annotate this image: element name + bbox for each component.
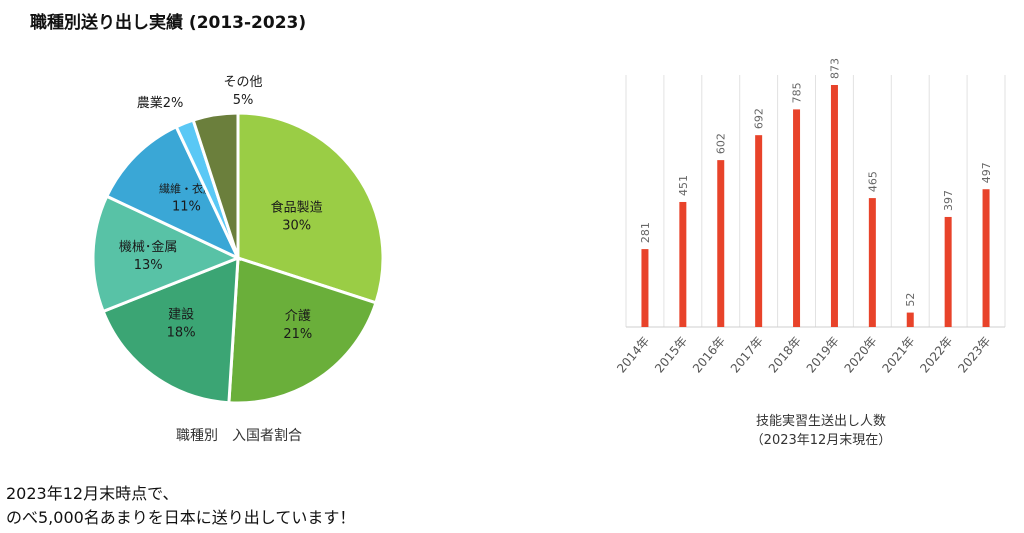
pie-slice xyxy=(91,194,242,314)
pie-caption: 職種別 入国者割合 xyxy=(176,428,302,444)
x-tick-label: 2020年 xyxy=(842,334,880,376)
pie-percent-label: 13% xyxy=(134,258,163,273)
pie-slice xyxy=(104,124,242,262)
bar-value-label: 451 xyxy=(677,175,690,196)
pie-label: 食品製造 xyxy=(271,199,323,215)
pie-label: 農業2% xyxy=(137,95,184,111)
bar-chart: 281 2014年 451 2015年 602 2016年 692 2017年 785 2018年… xyxy=(614,58,1006,376)
x-tick-label: 2019年 xyxy=(804,334,842,376)
pie-percent-label: 30% xyxy=(282,218,311,233)
bar-value-label: 465 xyxy=(866,171,879,192)
bar-value-label: 52 xyxy=(904,293,917,307)
bar xyxy=(641,249,649,327)
pie-slice xyxy=(191,111,240,259)
x-tick-label: 2014年 xyxy=(614,334,652,376)
footer-line-2: のべ5,000名あまりを日本に送り出しています！ xyxy=(6,508,356,527)
bar-value-label: 497 xyxy=(980,162,993,183)
pie-percent-label: 11% xyxy=(172,199,201,214)
pie-label: 介護 xyxy=(285,308,311,324)
pie-slice xyxy=(101,255,240,405)
x-tick-label: 2015年 xyxy=(652,334,690,376)
bar xyxy=(679,201,687,327)
bar xyxy=(944,216,952,327)
bar xyxy=(830,85,838,327)
pie-percent-label: 21% xyxy=(283,327,312,342)
footer-text: 2023年12月末時点で、 のべ5,000名あまりを日本に送り出しています！ xyxy=(6,482,355,530)
x-tick-label: 2021年 xyxy=(879,334,917,376)
bar xyxy=(868,198,876,327)
pie-slice xyxy=(227,255,378,405)
pie-label: 建設 xyxy=(168,307,194,323)
pie-chart: 食品製造 30% 介護 21% 建設 18% 機械･金属 13% 繊維・衣服 11% 農業2% その他… xyxy=(91,75,385,405)
page-title: 職種別送り出し実績 (2013-2023) xyxy=(30,13,307,33)
bar-caption: 技能実習生送出し人数 （2023年12月末現在） xyxy=(711,410,931,448)
pie-percent-label: 5% xyxy=(233,93,254,108)
pie-label: 機械･金属 xyxy=(119,239,178,255)
x-tick-label: 2023年 xyxy=(955,334,993,376)
bar xyxy=(793,109,801,327)
bar-caption-subtitle: （2023年12月末現在） xyxy=(750,433,892,448)
bar-value-label: 785 xyxy=(791,82,804,103)
bar xyxy=(906,312,914,327)
bar-value-label: 692 xyxy=(753,108,766,129)
bar xyxy=(982,189,990,327)
bar-value-label: 873 xyxy=(828,58,841,79)
pie-percent-label: 18% xyxy=(167,326,196,341)
pie-label: 繊維・衣服 xyxy=(159,181,214,195)
pie-label: その他 xyxy=(223,75,262,90)
x-tick-label: 2017年 xyxy=(728,334,766,376)
bar-caption-title: 技能実習生送出し人数 xyxy=(755,414,886,429)
x-tick-label: 2022年 xyxy=(917,334,955,376)
bar-value-label: 397 xyxy=(942,190,955,211)
x-tick-label: 2016年 xyxy=(690,334,728,376)
bar-value-label: 602 xyxy=(715,133,728,154)
bar xyxy=(717,160,725,327)
footer-line-1: 2023年12月末時点で、 xyxy=(6,484,179,503)
pie-slice xyxy=(236,111,385,305)
bar-value-label: 281 xyxy=(639,222,652,243)
x-tick-label: 2018年 xyxy=(766,334,804,376)
bar xyxy=(755,135,763,327)
